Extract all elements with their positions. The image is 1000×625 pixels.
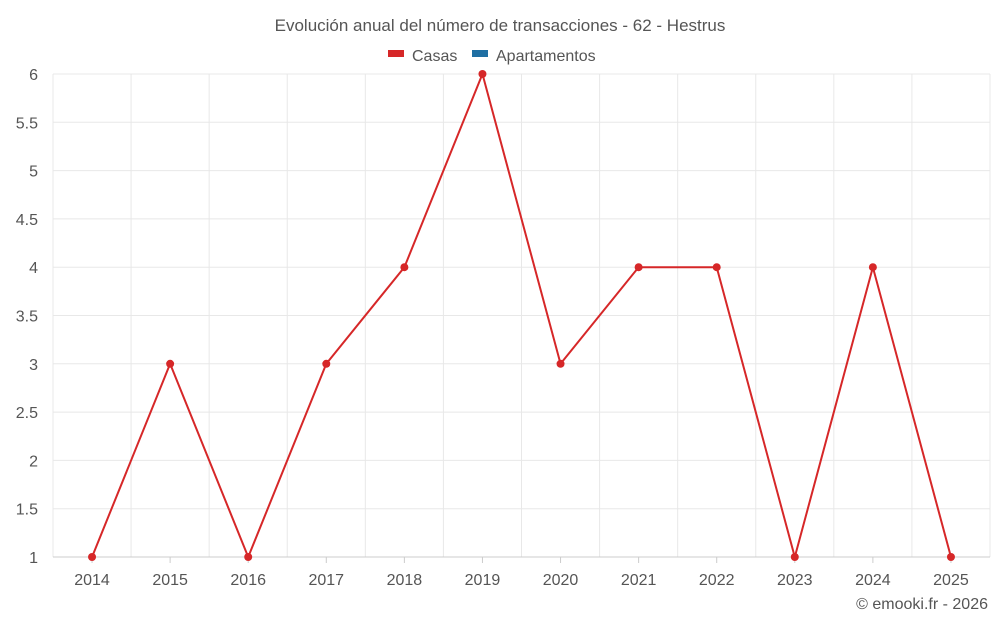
y-tick-label: 4 <box>29 260 38 277</box>
y-tick-label: 2 <box>29 453 38 470</box>
legend-label-apartamentos: Apartamentos <box>496 48 596 65</box>
data-point[interactable] <box>790 553 799 561</box>
x-tick-label: 2025 <box>933 572 969 589</box>
data-point[interactable] <box>946 553 955 561</box>
data-point[interactable] <box>478 70 487 78</box>
y-tick-label: 1.5 <box>16 502 38 519</box>
y-tick-label: 4.5 <box>16 212 38 229</box>
chart-title: Evolución anual del número de transaccio… <box>275 16 726 35</box>
credit-text: © emooki.fr - 2026 <box>856 596 988 613</box>
x-tick-label: 2022 <box>699 572 735 589</box>
data-point[interactable] <box>868 263 877 272</box>
data-point[interactable] <box>556 359 565 368</box>
x-tick-label: 2018 <box>387 572 423 589</box>
data-point[interactable] <box>166 359 175 368</box>
series-line-casas <box>91 73 952 558</box>
x-tick-label: 2023 <box>777 572 813 589</box>
y-tick-label: 6 <box>29 67 38 84</box>
y-tick-label: 5 <box>29 164 38 181</box>
data-point[interactable] <box>88 553 97 561</box>
x-tick-label: 2016 <box>230 572 266 589</box>
legend-item-casas[interactable]: Casas <box>388 48 457 65</box>
data-point[interactable] <box>634 263 643 272</box>
legend-swatch-casas <box>388 50 404 57</box>
series-casas <box>88 70 955 561</box>
legend-label-casas: Casas <box>412 48 457 65</box>
data-point[interactable] <box>322 359 331 368</box>
y-axis-ticks: 1 1.5 2 2.5 3 3.5 4 4.5 5 5.5 6 <box>16 67 38 567</box>
x-tick-label: 2014 <box>74 572 110 589</box>
y-tick-label: 1 <box>29 550 38 567</box>
x-tick-label: 2020 <box>543 572 579 589</box>
data-point[interactable] <box>244 553 253 561</box>
x-tick-label: 2019 <box>465 572 501 589</box>
y-tick-label: 3 <box>29 357 38 374</box>
data-point[interactable] <box>400 263 409 272</box>
x-axis-ticks: 2014 2015 2016 2017 2018 2019 2020 2021 2022 2023… <box>74 557 969 589</box>
y-tick-label: 3.5 <box>16 309 38 326</box>
x-tick-label: 2021 <box>621 572 657 589</box>
x-tick-label: 2017 <box>308 572 344 589</box>
legend: Casas Apartamentos <box>388 48 596 65</box>
legend-swatch-apartamentos <box>472 50 488 57</box>
legend-item-apartamentos[interactable]: Apartamentos <box>472 48 596 65</box>
grid <box>52 73 991 557</box>
x-tick-label: 2015 <box>152 572 188 589</box>
y-tick-label: 5.5 <box>16 115 38 132</box>
x-tick-label: 2024 <box>855 572 891 589</box>
y-tick-label: 2.5 <box>16 405 38 422</box>
data-point[interactable] <box>712 263 721 272</box>
